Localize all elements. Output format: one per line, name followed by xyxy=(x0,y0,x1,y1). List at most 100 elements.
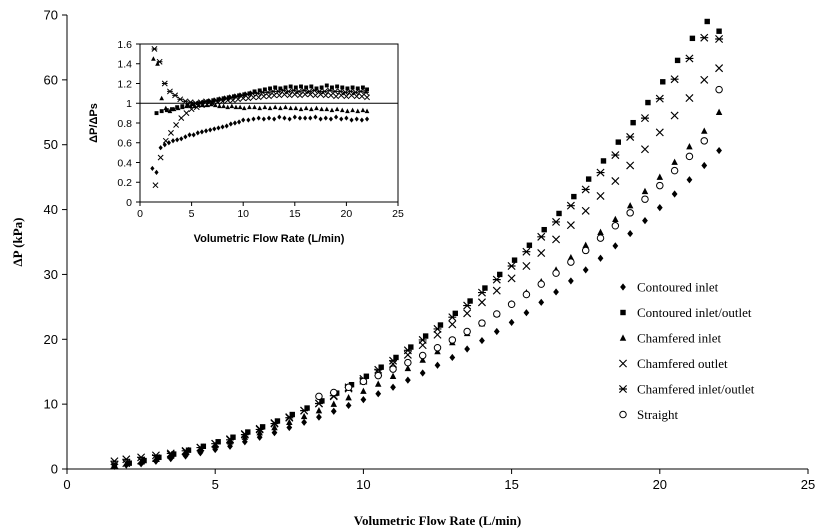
inset-data-point xyxy=(293,85,298,90)
main-data-point xyxy=(497,271,503,278)
inset-data-point xyxy=(350,107,355,113)
inset-data-point xyxy=(354,116,359,122)
inset-data-point xyxy=(332,88,339,95)
inset-data-point xyxy=(173,122,180,128)
main-data-point xyxy=(375,390,382,398)
inset-data-point xyxy=(150,165,155,172)
main-data-point xyxy=(255,425,264,434)
inset-data-point xyxy=(162,137,169,144)
inset-data-point xyxy=(330,85,334,90)
main-data-point xyxy=(477,298,486,307)
main-y-tick-label: 50 xyxy=(44,137,58,152)
inset-data-point xyxy=(349,117,354,123)
main-data-point xyxy=(615,139,622,145)
main-data-point xyxy=(700,33,709,42)
legend: Contoured inlet Contoured inlet/outlet Cha… xyxy=(618,280,755,422)
main-data-point xyxy=(448,320,457,329)
main-data-point xyxy=(715,64,724,73)
main-data-point xyxy=(689,35,696,42)
main-data-point xyxy=(389,356,398,365)
inset-data-point xyxy=(154,169,159,175)
inset-data-point xyxy=(175,137,180,143)
inset-data-point xyxy=(203,128,209,134)
main-data-point xyxy=(449,353,456,362)
legend-item: Chamfered inlet xyxy=(619,331,721,346)
inset-data-point xyxy=(192,100,199,107)
inset-data-point xyxy=(290,87,297,94)
main-x-tick-label: 0 xyxy=(63,477,70,492)
inset-data-point xyxy=(355,86,360,91)
inset-data-point xyxy=(306,88,313,95)
main-data-point xyxy=(716,28,722,34)
main-data-point xyxy=(640,114,649,123)
inset-y-axis-label: ΔP/ΔPs xyxy=(88,103,100,143)
main-data-point xyxy=(389,372,397,379)
main-data-point xyxy=(463,301,472,310)
main-data-point xyxy=(567,258,575,266)
main-data-point xyxy=(626,161,635,170)
main-data-point xyxy=(641,195,649,203)
main-data-point xyxy=(541,226,547,233)
main-data-point xyxy=(316,413,322,421)
inset-data-point xyxy=(171,106,177,112)
inset-data-point xyxy=(339,116,344,122)
main-data-point xyxy=(571,193,577,200)
inset-data-point xyxy=(364,116,370,122)
inset-data-point xyxy=(298,106,304,112)
inset-data-point xyxy=(163,105,169,111)
inset-data-point xyxy=(328,116,333,122)
main-data-point xyxy=(448,336,457,344)
main-data-point xyxy=(226,438,234,445)
inset-data-point xyxy=(287,116,292,122)
inset-y-tick-label: 1.2 xyxy=(117,78,132,90)
main-data-point xyxy=(240,430,249,439)
inset-data-point xyxy=(199,129,204,135)
main-data-point xyxy=(642,216,648,225)
main-data-point xyxy=(640,145,649,154)
inset-data-point xyxy=(152,182,159,189)
main-data-point xyxy=(656,204,663,212)
main-data-point xyxy=(522,290,531,299)
inset-data-point xyxy=(223,95,230,102)
main-data-point xyxy=(315,407,323,414)
main-data-point xyxy=(315,392,323,401)
main-data-point xyxy=(612,215,619,222)
inset-data-point xyxy=(164,108,169,113)
inset-data-point xyxy=(212,126,217,132)
legend-label: Chamfered inlet xyxy=(637,331,721,346)
main-data-point xyxy=(670,166,679,175)
inset-data-point xyxy=(295,88,302,95)
inset-y-tick-label: 1.6 xyxy=(117,39,132,51)
main-x-tick-label: 10 xyxy=(356,477,370,492)
inset-data-point xyxy=(254,90,261,97)
inset-data-point xyxy=(344,115,349,121)
main-data-point xyxy=(537,232,546,241)
main-data-point xyxy=(482,285,488,291)
main-data-point xyxy=(655,94,664,103)
inset-data-point xyxy=(314,105,319,111)
main-data-point xyxy=(552,269,560,277)
inset-data-point xyxy=(228,121,233,127)
main-data-point xyxy=(656,173,664,180)
main-data-point xyxy=(685,152,694,161)
inset-data-point xyxy=(229,103,235,109)
inset-y-tick-label: 0.2 xyxy=(117,177,132,189)
legend-marker xyxy=(620,309,626,316)
main-data-point xyxy=(360,387,367,394)
main-data-point xyxy=(197,445,204,453)
inset-x-tick-label: 0 xyxy=(137,208,143,220)
main-data-point xyxy=(686,143,693,150)
inset-data-point xyxy=(226,95,231,100)
main-data-point xyxy=(596,191,605,200)
main-data-point xyxy=(156,454,162,461)
main-data-point xyxy=(122,459,131,468)
inset-data-point xyxy=(166,88,173,95)
inset-data-point xyxy=(311,87,318,94)
inset-data-point xyxy=(179,104,185,110)
main-y-tick-label: 30 xyxy=(44,267,58,282)
main-data-point xyxy=(241,433,249,440)
main-data-point xyxy=(330,388,338,397)
main-data-point xyxy=(166,450,175,459)
main-data-point xyxy=(403,346,412,355)
